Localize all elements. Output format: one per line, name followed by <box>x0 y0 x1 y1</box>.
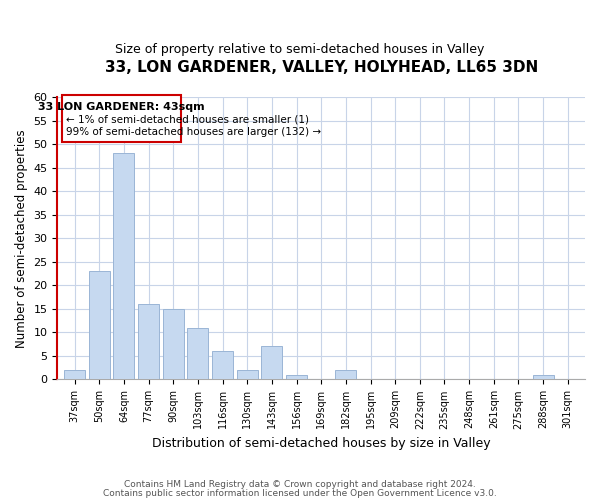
Bar <box>237 370 258 380</box>
Bar <box>163 309 184 380</box>
Text: Contains HM Land Registry data © Crown copyright and database right 2024.: Contains HM Land Registry data © Crown c… <box>124 480 476 489</box>
Bar <box>187 328 208 380</box>
Bar <box>335 370 356 380</box>
Bar <box>138 304 159 380</box>
Bar <box>262 346 283 380</box>
Text: 99% of semi-detached houses are larger (132) →: 99% of semi-detached houses are larger (… <box>66 126 321 136</box>
Text: ← 1% of semi-detached houses are smaller (1): ← 1% of semi-detached houses are smaller… <box>66 114 309 124</box>
Title: 33, LON GARDENER, VALLEY, HOLYHEAD, LL65 3DN: 33, LON GARDENER, VALLEY, HOLYHEAD, LL65… <box>104 60 538 75</box>
Text: Contains public sector information licensed under the Open Government Licence v3: Contains public sector information licen… <box>103 488 497 498</box>
Bar <box>212 351 233 380</box>
Bar <box>89 271 110 380</box>
Bar <box>533 374 554 380</box>
Y-axis label: Number of semi-detached properties: Number of semi-detached properties <box>15 129 28 348</box>
Text: Size of property relative to semi-detached houses in Valley: Size of property relative to semi-detach… <box>115 42 485 56</box>
Bar <box>113 154 134 380</box>
Bar <box>64 370 85 380</box>
Bar <box>286 374 307 380</box>
FancyBboxPatch shape <box>62 94 181 142</box>
X-axis label: Distribution of semi-detached houses by size in Valley: Distribution of semi-detached houses by … <box>152 437 491 450</box>
Text: 33 LON GARDENER: 43sqm: 33 LON GARDENER: 43sqm <box>38 102 205 112</box>
